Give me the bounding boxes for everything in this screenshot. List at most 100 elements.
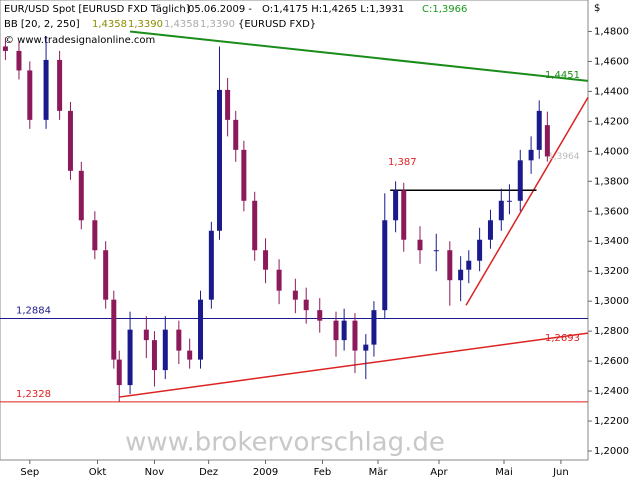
candle-body bbox=[103, 250, 109, 300]
candle-body bbox=[78, 170, 84, 221]
candle-body bbox=[43, 59, 49, 120]
y-tick-label: 1,2600 bbox=[594, 356, 629, 367]
candle-body bbox=[352, 320, 358, 351]
y-tick-label: 1,2400 bbox=[594, 386, 629, 397]
candle-body bbox=[111, 299, 117, 360]
candle-body bbox=[466, 260, 472, 270]
trendline bbox=[119, 332, 589, 398]
y-tick-label: 1,3800 bbox=[594, 176, 629, 187]
y-tick-label: 1,2200 bbox=[594, 416, 629, 427]
candle-body bbox=[393, 190, 399, 221]
y-tick-label: 1,3200 bbox=[594, 266, 629, 277]
x-tick-label: Mär bbox=[369, 467, 389, 478]
header-indicator: BB [20, 2, 250] bbox=[4, 19, 80, 30]
candle-body bbox=[233, 119, 239, 150]
header-ind-lower2: 1,3390 bbox=[200, 19, 235, 30]
candle-body bbox=[292, 290, 298, 300]
y-tick-label: 1,4400 bbox=[594, 86, 629, 97]
plot-frame bbox=[0, 0, 589, 461]
candle-body bbox=[303, 299, 309, 311]
header-ind-upper: 1,4358 bbox=[92, 19, 127, 30]
y-tick-label: 1,4200 bbox=[594, 116, 629, 127]
candle-body bbox=[363, 344, 369, 351]
x-tick-label: 2009 bbox=[253, 467, 278, 478]
candle-body bbox=[16, 50, 22, 71]
candle-body bbox=[276, 269, 282, 291]
candle-body bbox=[382, 220, 388, 311]
x-tick-label: Dez bbox=[199, 467, 218, 478]
x-tick-label: Jun bbox=[552, 467, 569, 478]
y-tick-label: 1,3400 bbox=[594, 236, 629, 247]
candle-body bbox=[116, 359, 122, 386]
trendline-label: 1,387 bbox=[388, 157, 417, 168]
candle-body bbox=[151, 340, 157, 371]
header-symbol: EUR/USD Spot [EURUSD FXD Täglich] bbox=[4, 4, 190, 15]
copyright: © www.tradesignalonline.com bbox=[4, 35, 155, 46]
y-tick-label: 1,2000 bbox=[594, 446, 629, 457]
last-label: 1,3964 bbox=[548, 152, 580, 162]
header-ind-source: {EURUSD FXD} bbox=[238, 19, 316, 30]
candle-body bbox=[187, 350, 193, 360]
watermark: www.brokervorschlag.de bbox=[125, 428, 445, 458]
candle-body bbox=[371, 310, 377, 345]
trendline bbox=[129, 30, 589, 82]
hline-label: 1,2328 bbox=[16, 389, 51, 400]
candle-body bbox=[317, 310, 323, 321]
candle-body bbox=[143, 329, 149, 341]
trendline-label: 1,4451 bbox=[545, 70, 580, 81]
x-tick-label: Okt bbox=[89, 467, 107, 478]
trendline bbox=[465, 97, 589, 306]
hline-label: 1,2884 bbox=[16, 306, 51, 317]
candle-body bbox=[417, 239, 423, 251]
candle-body bbox=[433, 250, 439, 252]
candle-body bbox=[477, 239, 483, 261]
candle-body bbox=[544, 125, 550, 157]
x-tick-label: Mai bbox=[495, 467, 513, 478]
candle-body bbox=[208, 230, 214, 300]
y-tick-label: 1,3000 bbox=[594, 296, 629, 307]
candle-body bbox=[333, 320, 339, 341]
header-ind-lower: 1,3390 bbox=[128, 19, 163, 30]
candle-body bbox=[517, 160, 523, 201]
x-tick-label: Nov bbox=[145, 467, 165, 478]
candle-body bbox=[506, 200, 512, 202]
candle-body bbox=[216, 89, 222, 231]
candle-body bbox=[252, 200, 258, 251]
candle-body bbox=[2, 46, 8, 51]
x-tick-label: Sep bbox=[20, 467, 39, 478]
y-tick-label: 1,4800 bbox=[594, 26, 629, 37]
candle-body bbox=[57, 59, 63, 111]
y-tick-label: 1,4600 bbox=[594, 56, 629, 67]
candle-body bbox=[92, 220, 98, 251]
x-tick-label: Feb bbox=[314, 467, 332, 478]
candle-body bbox=[487, 220, 493, 240]
candle-body bbox=[401, 190, 407, 240]
candle-body bbox=[528, 149, 534, 161]
candle-body bbox=[67, 110, 73, 171]
candle-body bbox=[241, 149, 247, 201]
candle-body bbox=[198, 299, 204, 360]
candle-body bbox=[536, 110, 542, 150]
header-ohl: O:1,4175 H:1,4265 L:1,3931 bbox=[262, 4, 404, 15]
candle-body bbox=[127, 329, 133, 386]
candle-body bbox=[162, 329, 168, 371]
y-tick-label: 1,4000 bbox=[594, 146, 629, 157]
candle-body bbox=[176, 329, 182, 351]
candle-body bbox=[458, 269, 464, 281]
candle-body bbox=[225, 89, 231, 120]
header-date: 05.06.2009 - bbox=[188, 4, 252, 15]
y-tick-label: 1,2800 bbox=[594, 326, 629, 337]
candle-body bbox=[447, 250, 453, 281]
x-tick-label: Apr bbox=[430, 467, 448, 478]
candle-body bbox=[341, 320, 347, 341]
candle-body bbox=[498, 200, 504, 221]
header-close: C:1,3966 bbox=[422, 4, 467, 15]
candle-body bbox=[263, 250, 269, 270]
header: EUR/USD Spot [EURUSD FXD Täglich] 05.06.… bbox=[4, 4, 467, 46]
currency: $ bbox=[594, 3, 600, 14]
trendline-label: 1,2693 bbox=[545, 333, 580, 344]
y-tick-label: 1,3600 bbox=[594, 206, 629, 217]
candle-body bbox=[27, 70, 33, 120]
header-ind-upper2: 1,4358 bbox=[164, 19, 199, 30]
